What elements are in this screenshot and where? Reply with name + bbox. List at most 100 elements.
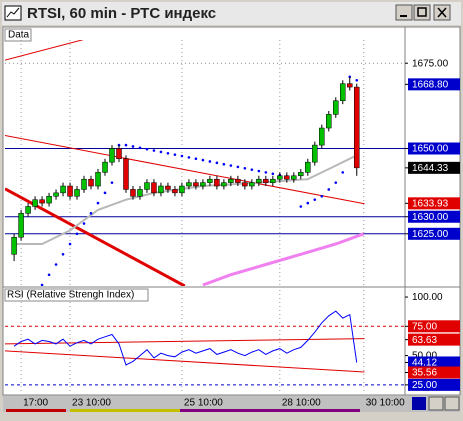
- plot-layer: [5, 310, 405, 386]
- candle-body: [347, 83, 353, 88]
- candle-body: [249, 182, 255, 187]
- candle-body: [207, 178, 213, 183]
- y-tick-label: 44.12: [412, 358, 437, 369]
- candle-body: [46, 196, 52, 204]
- candle-body: [270, 178, 276, 183]
- sar-dot: [54, 263, 58, 266]
- candle-body: [81, 178, 87, 190]
- trend-line: [5, 338, 365, 345]
- candle-body: [291, 175, 297, 180]
- sar-dot: [243, 166, 247, 170]
- candle-body: [123, 158, 129, 190]
- nav-button[interactable]: [444, 396, 460, 411]
- candle-body: [333, 100, 339, 115]
- y-tick-label: 25.00: [412, 380, 437, 391]
- panel-label-box: [4, 28, 32, 42]
- window-title: RTSI, 60 min - РТС индекс: [27, 5, 216, 22]
- rsi-panel-label: RSI (Relative Strengh Index): [7, 290, 134, 301]
- candle-body: [116, 148, 122, 159]
- x-tick-label: 28 10:00: [282, 398, 321, 409]
- app-icon-line: [6, 7, 20, 18]
- sar-dot: [152, 149, 156, 152]
- candle-body: [284, 175, 290, 180]
- y-label-box: [408, 227, 460, 240]
- candle-body: [214, 178, 220, 187]
- time-scroll-bar[interactable]: [3, 396, 460, 412]
- sar-dot: [320, 194, 324, 198]
- candle-body: [53, 192, 59, 197]
- y-tick-label: 1644.33: [412, 163, 449, 174]
- candle-body: [88, 178, 94, 187]
- sar-dot: [40, 283, 44, 286]
- sar-dot: [47, 273, 51, 277]
- moving-average: [202, 232, 365, 286]
- sar-dot: [257, 169, 261, 173]
- trend-line: [5, 350, 365, 373]
- nav-button[interactable]: [412, 397, 426, 410]
- sar-dot: [194, 157, 198, 161]
- candle-body: [277, 175, 283, 180]
- sar-dot: [313, 198, 317, 201]
- sar-dot: [208, 160, 212, 163]
- sar-dot: [75, 232, 79, 236]
- sar-dot: [61, 252, 65, 256]
- candle-body: [221, 182, 227, 187]
- sar-dot: [68, 242, 72, 246]
- x-tick-label: 17:00: [23, 398, 48, 409]
- trend-line: [5, 135, 365, 205]
- candle-body: [193, 182, 199, 187]
- candle-body: [242, 182, 248, 187]
- sar-dot: [355, 78, 359, 82]
- candle-body: [67, 185, 73, 197]
- candle-body: [60, 185, 66, 194]
- y-tick-label: 50.00: [412, 351, 437, 362]
- y-tick-label: 63.63: [412, 335, 437, 346]
- sar-dot: [250, 168, 254, 171]
- y-tick-label: 1668.80: [412, 79, 449, 90]
- sar-dot: [264, 171, 268, 174]
- y-label-box: [408, 78, 460, 91]
- sar-dot: [348, 75, 352, 79]
- candle-body: [95, 172, 101, 187]
- x-tick-label: 30 10:00: [366, 398, 405, 409]
- y-tick-label: 35.56: [412, 368, 437, 379]
- y-label-box: [408, 356, 460, 369]
- candle-body: [228, 178, 234, 183]
- sar-dot: [187, 156, 191, 159]
- rsi-line: [13, 310, 358, 366]
- y-label-box: [408, 161, 460, 174]
- nav-button[interactable]: [428, 396, 444, 411]
- y-label-box: [408, 210, 460, 223]
- chart-area: [2, 26, 461, 396]
- candle-body: [158, 185, 164, 194]
- sar-dot: [327, 188, 331, 191]
- sar-dot: [82, 222, 86, 225]
- sar-dot: [215, 161, 219, 165]
- sar-dot: [110, 181, 114, 184]
- minimize-button[interactable]: [395, 4, 413, 21]
- sar-dot: [131, 145, 135, 148]
- y-label-box: [408, 142, 460, 155]
- sar-dot: [334, 181, 338, 184]
- candle-body: [102, 161, 108, 173]
- candle-body: [235, 178, 241, 183]
- sar-dot: [159, 150, 163, 154]
- x-tick-label: 25 10:00: [184, 398, 223, 409]
- candle-body: [326, 114, 332, 129]
- scroll-marker: [180, 409, 360, 412]
- sar-dot: [299, 205, 303, 208]
- sar-dot: [145, 147, 149, 151]
- sar-dot: [103, 191, 107, 195]
- sar-dot: [166, 151, 170, 155]
- x-tick-label: 23 10:00: [72, 398, 111, 409]
- sar-dot: [222, 162, 226, 166]
- window-buttons[interactable]: [395, 4, 451, 21]
- sar-dot: [96, 201, 100, 205]
- y-tick-label: 75.00: [412, 321, 437, 332]
- y-tick-label: 100.00: [412, 292, 443, 303]
- candle-body: [312, 144, 318, 163]
- sar-dot: [341, 171, 345, 174]
- sar-dot: [306, 201, 310, 205]
- candle-body: [25, 206, 31, 214]
